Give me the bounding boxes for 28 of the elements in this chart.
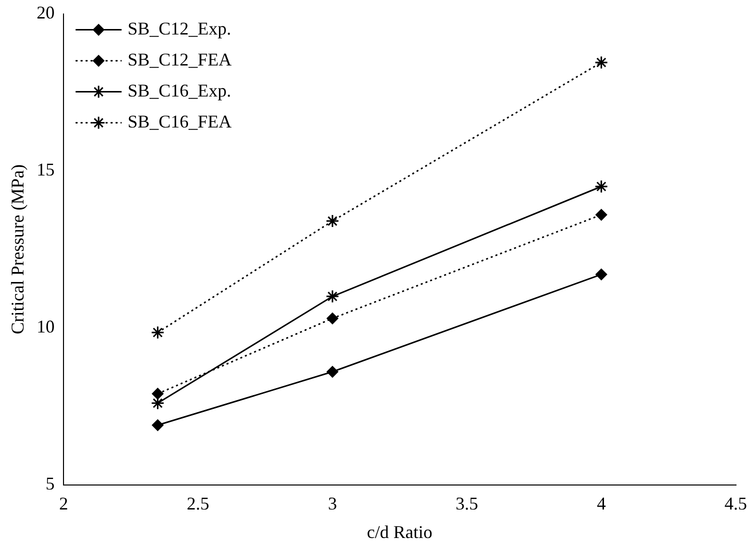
y-tick-label: 10 — [36, 316, 55, 337]
legend-label: SB_C12_FEA — [128, 50, 232, 70]
point — [594, 180, 608, 194]
x-tick-label: 2 — [59, 493, 68, 514]
point — [594, 56, 608, 70]
legend-label: SB_C12_Exp. — [128, 18, 232, 39]
point — [326, 312, 338, 324]
x-axis-title: c/d Ratio — [366, 522, 432, 542]
point — [150, 396, 164, 410]
x-tick-label: 4.5 — [724, 493, 747, 514]
x-tick-label: 2.5 — [186, 493, 210, 514]
y-axis-title: Critical Pressure (MPa) — [8, 164, 28, 334]
y-tick-label: 15 — [36, 160, 55, 180]
y-tick-label: 20 — [36, 2, 55, 23]
x-tick-label: 3.5 — [456, 493, 478, 514]
point — [326, 290, 340, 304]
y-tick-label: 5 — [46, 474, 55, 494]
point — [152, 388, 164, 400]
legend-label: SB_C16_FEA — [128, 112, 232, 132]
point — [596, 268, 608, 280]
x-tick-label: 3 — [328, 493, 337, 514]
point — [152, 419, 164, 431]
point — [326, 366, 338, 378]
point — [596, 209, 608, 221]
legend-label: SB_C16_Exp. — [128, 80, 232, 101]
point — [150, 326, 164, 340]
x-tick-label: 4 — [596, 493, 606, 514]
point — [326, 214, 340, 228]
